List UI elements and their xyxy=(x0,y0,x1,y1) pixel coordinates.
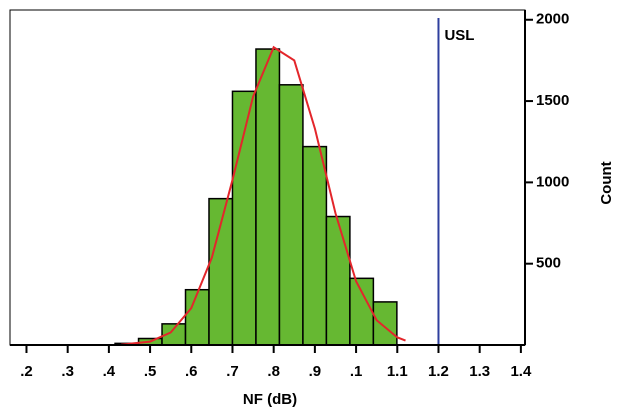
x-tick-label: 1.2 xyxy=(428,363,449,380)
x-tick-label: .9 xyxy=(309,363,322,380)
fit-curve xyxy=(121,45,406,346)
x-tick-label: .1 xyxy=(350,363,363,380)
y-tick-label: 2000 xyxy=(536,11,569,28)
x-tick-label: .5 xyxy=(144,363,157,380)
y-tick-label: 1000 xyxy=(536,173,569,190)
bar xyxy=(349,277,375,346)
x-tick-label: 1.4 xyxy=(510,363,532,380)
x-tick-label: 1.3 xyxy=(469,363,490,380)
bar xyxy=(255,48,281,346)
x-tick-label: .7 xyxy=(226,363,239,380)
x-tick-label: .4 xyxy=(103,363,116,380)
y-axis-label: Count xyxy=(598,161,615,204)
bar xyxy=(372,301,398,346)
x-tick-label: 1.1 xyxy=(387,363,408,380)
x-tick-label: .8 xyxy=(267,363,280,380)
x-axis-label: NF (dB) xyxy=(243,391,297,408)
y-tick-label: 500 xyxy=(536,255,561,272)
x-tick-label: .2 xyxy=(20,363,33,380)
bar xyxy=(302,145,328,346)
y-tick-label: 1500 xyxy=(536,92,569,109)
bar xyxy=(184,288,210,346)
x-tick-label: .6 xyxy=(185,363,198,380)
x-tick-label: .3 xyxy=(61,363,74,380)
bar xyxy=(325,215,351,346)
usl-label: USL xyxy=(444,27,474,44)
bar xyxy=(278,84,304,346)
